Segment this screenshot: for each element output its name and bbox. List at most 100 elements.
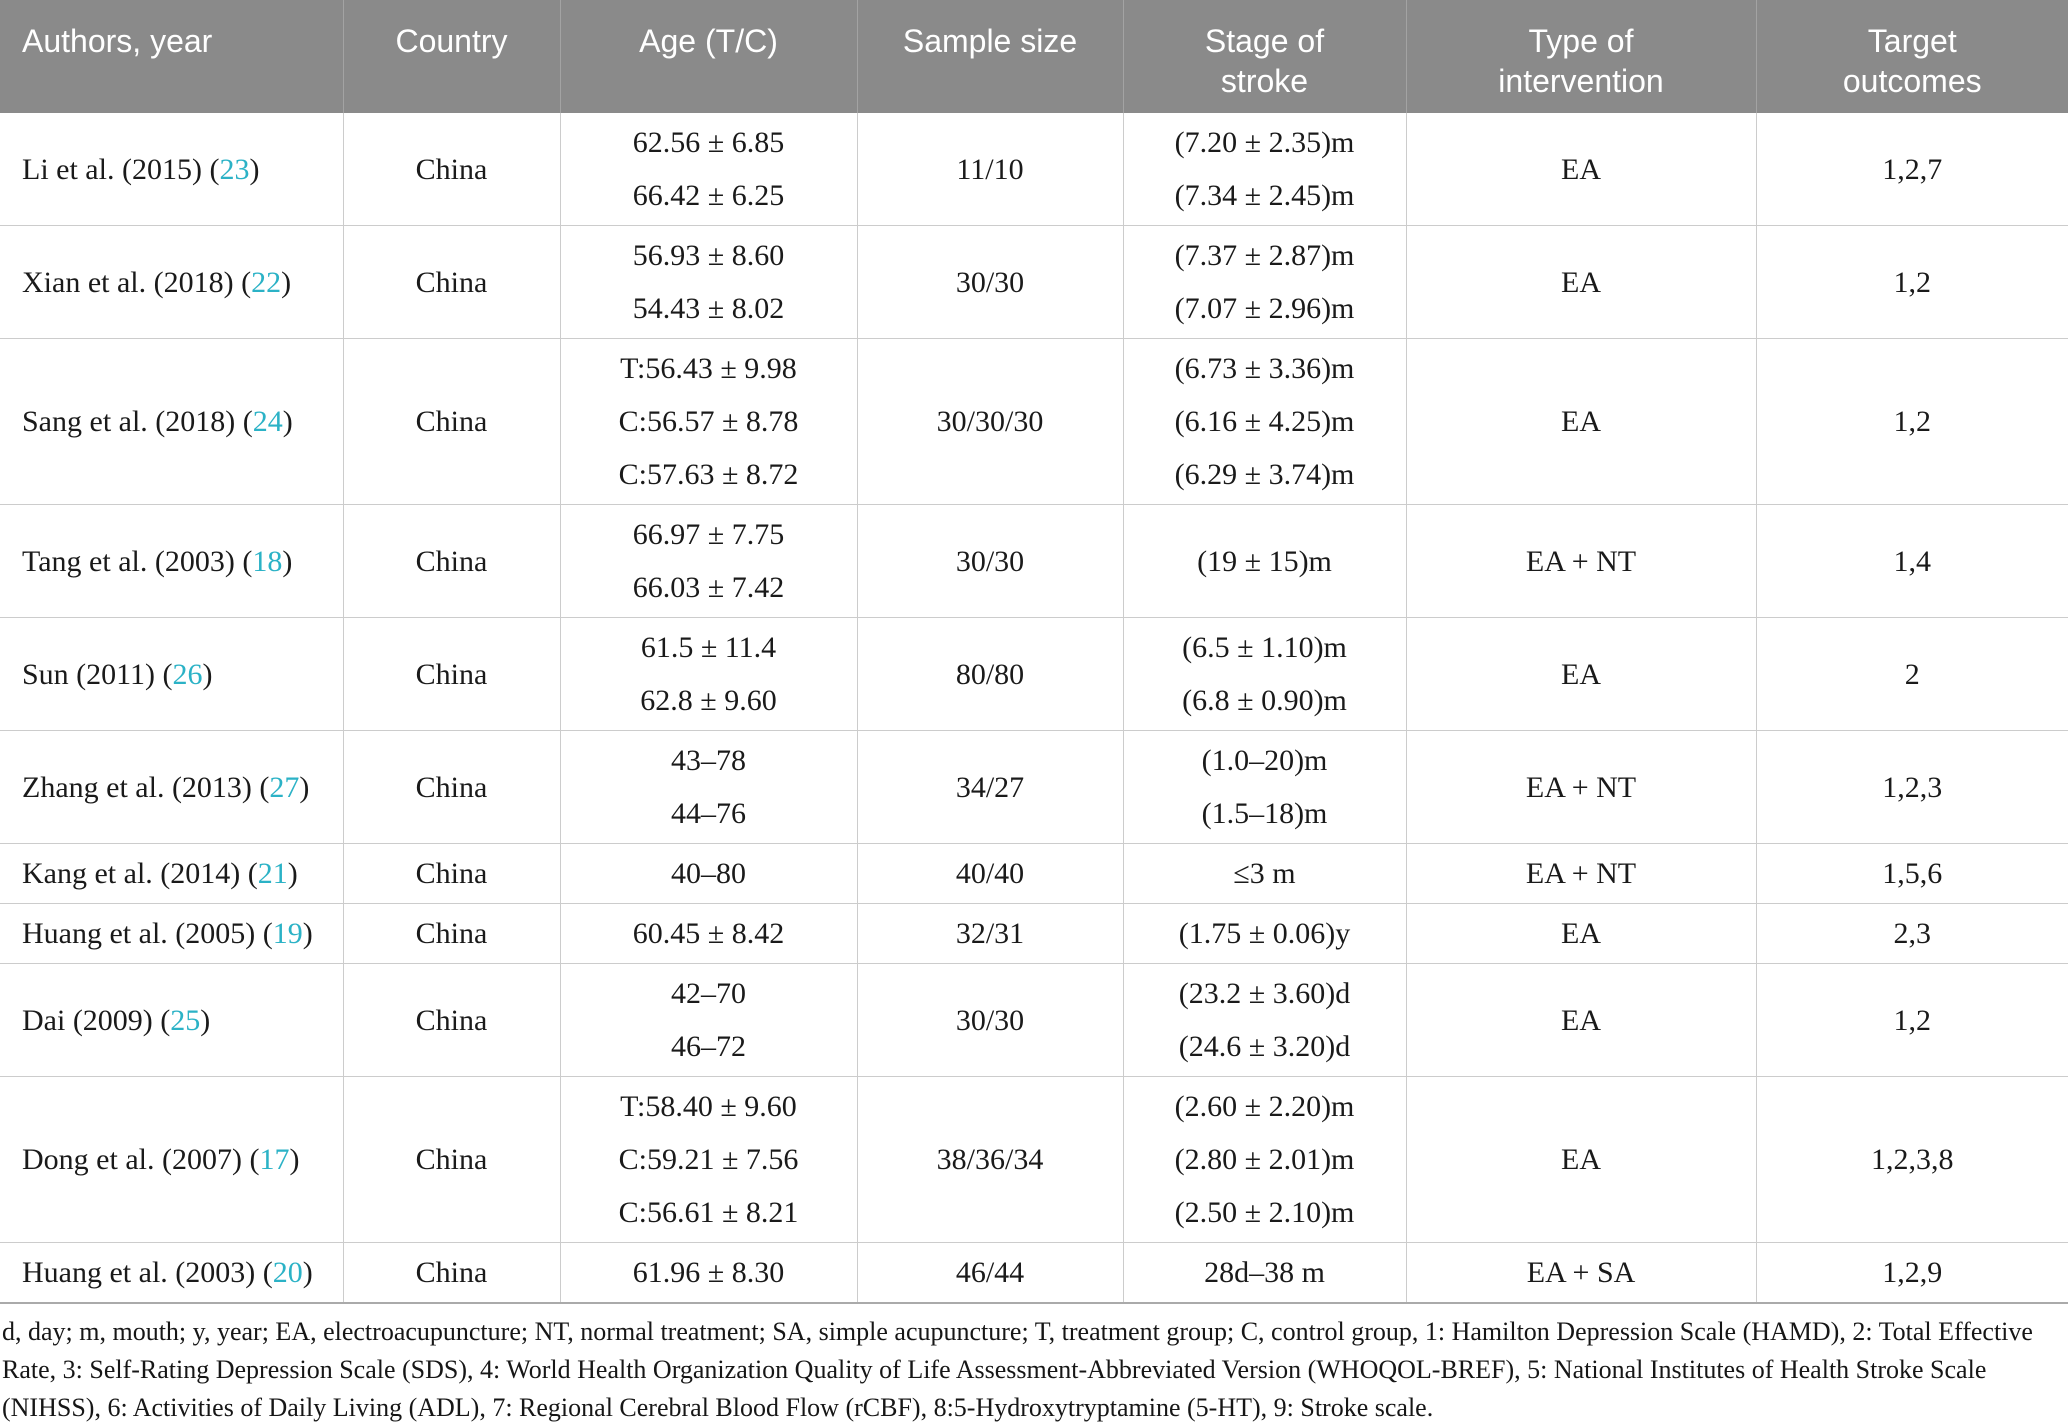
authors-year-cell: Dong et al. (2007) (17): [0, 1076, 343, 1243]
age-cell: 61.96 ± 8.30: [559, 1242, 857, 1304]
authors-text: Zhang et al. (2013) (: [22, 770, 270, 804]
country-cell: China: [342, 843, 560, 904]
authors-year-cell: Sang et al. (2018) (24): [0, 338, 343, 505]
stage-of-stroke-cell: (1.75 ± 0.06)y: [1122, 903, 1406, 964]
citation-ref[interactable]: 23: [219, 152, 250, 186]
authors-text: Kang et al. (2014) (: [22, 857, 258, 890]
column-header-country: Country: [342, 0, 560, 113]
stage-of-stroke-cell: ≤3 m: [1122, 843, 1406, 904]
age-line: 46–72: [671, 1030, 746, 1063]
age-line: C:56.61 ± 8.21: [618, 1196, 799, 1229]
authors-year-cell: Dai (2009) (25): [0, 963, 343, 1077]
authors-text: Dong et al. (2007) (: [22, 1143, 260, 1176]
stage-of-stroke-cell: (1.0–20)m (1.5–18)m: [1122, 730, 1406, 844]
intervention-cell: EA: [1405, 225, 1756, 339]
citation-ref[interactable]: 25: [170, 1003, 201, 1037]
outcomes-cell: 2,3: [1755, 903, 2068, 964]
authors-year-cell: Tang et al. (2003) (18): [0, 504, 343, 618]
stage-line: 28d–38 m: [1204, 1256, 1325, 1289]
citation-close-paren: ): [299, 770, 310, 804]
table-row: Huang et al. (2005) (19) China 60.45 ± 8…: [0, 903, 2068, 964]
age-line: 44–76: [671, 797, 746, 830]
outcomes-cell: 1,2,7: [1755, 113, 2068, 226]
citation-close-paren: ): [302, 1256, 313, 1289]
column-header-stage-of-stroke: Stage of stroke: [1122, 0, 1406, 113]
age-cell: 56.93 ± 8.60 54.43 ± 8.02: [559, 225, 857, 339]
table-row: Sang et al. (2018) (24) China T:56.43 ± …: [0, 338, 2068, 505]
country-cell: China: [342, 730, 560, 844]
age-cell: T:56.43 ± 9.98 C:56.57 ± 8.78 C:57.63 ± 8.…: [559, 338, 857, 505]
sample-size-cell: 32/31: [856, 903, 1123, 964]
age-line: C:57.63 ± 8.72: [618, 458, 799, 491]
table-header: Authors, year Country Age (T/C) Sample s…: [0, 0, 2068, 113]
country-cell: China: [342, 903, 560, 964]
stage-line: (1.5–18)m: [1201, 797, 1328, 830]
intervention-cell: EA: [1405, 338, 1756, 505]
sample-size-cell: 80/80: [856, 617, 1123, 731]
country-cell: China: [342, 338, 560, 505]
stage-line: (7.34 ± 2.45)m: [1174, 179, 1355, 212]
age-line: 61.5 ± 11.4: [640, 631, 777, 664]
study-characteristics-table: Authors, year Country Age (T/C) Sample s…: [0, 0, 2068, 1304]
intervention-cell: EA: [1405, 113, 1756, 226]
outcomes-cell: 1,2: [1755, 963, 2068, 1077]
outcomes-cell: 1,2,9: [1755, 1242, 2068, 1304]
table-row: Xian et al. (2018) (22) China 56.93 ± 8.…: [0, 225, 2068, 339]
authors-text: Sang et al. (2018) (: [22, 405, 253, 438]
country-cell: China: [342, 617, 560, 731]
authors-text: Tang et al. (2003) (: [22, 544, 253, 578]
stage-of-stroke-cell: (19 ± 15)m: [1122, 504, 1406, 618]
outcomes-cell: 1,2,3: [1755, 730, 2068, 844]
stage-line: (24.6 ± 3.20)d: [1178, 1030, 1351, 1063]
age-cell: 42–70 46–72: [559, 963, 857, 1077]
sample-size-cell: 30/30: [856, 225, 1123, 339]
sample-size-cell: 30/30: [856, 504, 1123, 618]
citation-ref[interactable]: 19: [272, 917, 303, 950]
authors-text: Xian et al. (2018) (: [22, 265, 252, 299]
stage-line: (7.37 ± 2.87)m: [1174, 239, 1355, 272]
stage-line: (6.73 ± 3.36)m: [1174, 352, 1355, 385]
table-row: Huang et al. (2003) (20) China 61.96 ± 8…: [0, 1242, 2068, 1304]
citation-ref[interactable]: 24: [252, 405, 283, 438]
citation-ref[interactable]: 18: [252, 544, 283, 578]
citation-ref[interactable]: 17: [259, 1143, 290, 1176]
age-line: 66.03 ± 7.42: [632, 571, 785, 604]
age-cell: 66.97 ± 7.75 66.03 ± 7.42: [559, 504, 857, 618]
intervention-cell: EA + SA: [1405, 1242, 1756, 1304]
stage-line: (7.07 ± 2.96)m: [1174, 292, 1355, 325]
table-row: Sun (2011) (26) China 61.5 ± 11.4 62.8 ± …: [0, 617, 2068, 731]
authors-text: Huang et al. (2003) (: [22, 1256, 273, 1289]
citation-close-paren: ): [302, 917, 313, 950]
intervention-cell: EA + NT: [1405, 843, 1756, 904]
sample-size-cell: 40/40: [856, 843, 1123, 904]
citation-close-paren: ): [282, 405, 293, 438]
citation-ref[interactable]: 20: [272, 1256, 303, 1289]
citation-ref[interactable]: 22: [251, 265, 282, 299]
age-line: C:56.57 ± 8.78: [618, 405, 799, 438]
column-header-type-of-intervention: Type of intervention: [1405, 0, 1756, 113]
intervention-cell: EA: [1405, 617, 1756, 731]
sample-size-cell: 34/27: [856, 730, 1123, 844]
outcomes-cell: 2: [1755, 617, 2068, 731]
citation-close-paren: ): [289, 1143, 300, 1176]
country-cell: China: [342, 113, 560, 226]
citation-close-paren: ): [287, 857, 298, 890]
column-header-target-outcomes: Target outcomes: [1755, 0, 2068, 113]
stage-of-stroke-cell: 28d–38 m: [1122, 1242, 1406, 1304]
citation-ref[interactable]: 26: [172, 657, 203, 691]
authors-text: Huang et al. (2005) (: [22, 917, 273, 950]
age-cell: 60.45 ± 8.42: [559, 903, 857, 964]
intervention-cell: EA + NT: [1405, 730, 1756, 844]
outcomes-cell: 1,2: [1755, 225, 2068, 339]
sample-size-cell: 30/30: [856, 963, 1123, 1077]
citation-ref[interactable]: 21: [257, 857, 288, 890]
age-line: 60.45 ± 8.42: [632, 917, 785, 950]
authors-year-cell: Huang et al. (2003) (20): [0, 1242, 343, 1304]
citation-ref[interactable]: 27: [269, 770, 300, 804]
sample-size-cell: 46/44: [856, 1242, 1123, 1304]
age-line: 56.93 ± 8.60: [632, 239, 785, 272]
country-cell: China: [342, 1242, 560, 1304]
age-cell: T:58.40 ± 9.60 C:59.21 ± 7.56 C:56.61 ± 8.…: [559, 1076, 857, 1243]
age-line: 54.43 ± 8.02: [632, 292, 785, 325]
authors-year-cell: Xian et al. (2018) (22): [0, 225, 343, 339]
